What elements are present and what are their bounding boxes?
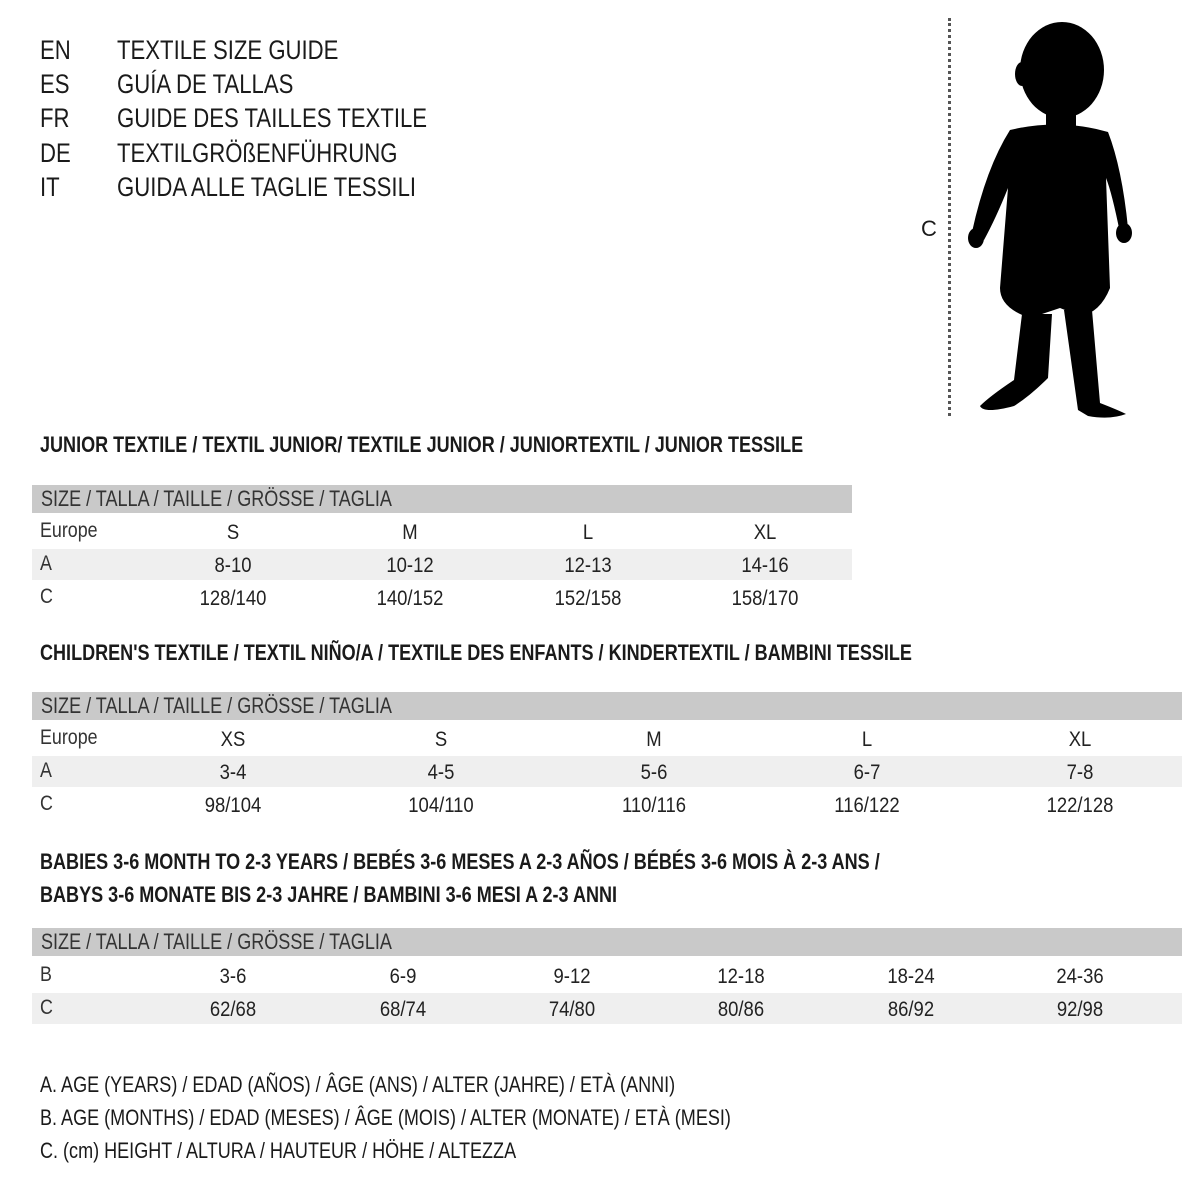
row-label: A [40,759,52,782]
table-cell: 128/140 [199,587,267,610]
row-label: Europe [40,519,98,542]
table-cell: M [402,521,418,544]
table-cell: 18-24 [887,965,935,988]
table-cell: 9-12 [553,965,591,988]
language-code: IT [40,172,60,202]
legend-note: A. AGE (YEARS) / EDAD (AÑOS) / ÂGE (ANS)… [40,1072,676,1097]
table-cell: 104/110 [408,794,474,817]
language-code: EN [40,35,71,65]
table-header-label: SIZE / TALLA / TAILLE / GRÖSSE / TAGLIA [41,929,392,954]
language-code: FR [40,103,70,133]
row-stripe [32,756,1182,787]
table-cell: 80/86 [717,998,765,1021]
table-cell: 10-12 [386,554,434,577]
row-label: A [40,552,52,575]
table-cell: 68/74 [379,998,427,1021]
row-stripe [32,993,1182,1024]
table-cell: 86/92 [887,998,935,1021]
language-code: ES [40,69,70,99]
table-cell: M [646,728,662,751]
table-cell: 12-18 [717,965,765,988]
title-text: GUIDA ALLE TAGLIE TESSILI [117,172,417,202]
table-header-bar: SIZE / TALLA / TAILLE / GRÖSSE / TAGLIA [32,692,1182,720]
table-cell: 92/98 [1056,998,1104,1021]
table-cell: 6-9 [389,965,417,988]
table-heading: BABIES 3-6 MONTH TO 2-3 YEARS / BEBÉS 3-… [40,849,880,874]
row-label: Europe [40,726,98,749]
table-heading: BABYS 3-6 MONATE BIS 2-3 JAHRE / BAMBINI… [40,882,618,907]
table-cell: 116/122 [834,794,900,817]
title-text: TEXTILE SIZE GUIDE [117,35,339,65]
title-text: GUIDE DES TAILLES TEXTILE [117,103,428,133]
table-cell: S [434,728,448,751]
height-measure-label: C [921,216,937,241]
table-cell: XL [1068,728,1092,751]
table-cell: 110/116 [621,794,687,817]
table-cell: 158/170 [731,587,799,610]
table-header-label: SIZE / TALLA / TAILLE / GRÖSSE / TAGLIA [41,693,392,718]
row-label: C [40,585,53,608]
table-heading: JUNIOR TEXTILE / TEXTIL JUNIOR/ TEXTILE … [40,432,804,457]
table-cell: 8-10 [214,554,252,577]
table-cell: 24-36 [1056,965,1104,988]
table-cell: 14-16 [741,554,789,577]
table-cell: 7-8 [1066,761,1094,784]
row-label: C [40,996,53,1019]
table-header-label: SIZE / TALLA / TAILLE / GRÖSSE / TAGLIA [41,486,392,511]
table-header-bar: SIZE / TALLA / TAILLE / GRÖSSE / TAGLIA [32,928,1182,956]
legend-note: C. (cm) HEIGHT / ALTURA / HAUTEUR / HÖHE… [40,1138,517,1163]
table-header-bar: SIZE / TALLA / TAILLE / GRÖSSE / TAGLIA [32,485,852,513]
table-cell: 3-6 [219,965,247,988]
row-stripe [32,549,852,580]
table-cell: 6-7 [853,761,881,784]
table-cell: 62/68 [209,998,257,1021]
row-label: C [40,792,53,815]
language-code: DE [40,138,71,168]
table-cell: 3-4 [219,761,247,784]
row-label: B [40,963,52,986]
legend-note: B. AGE (MONTHS) / EDAD (MESES) / ÂGE (MO… [40,1105,731,1130]
height-measure-line [948,18,951,416]
table-cell: 12-13 [564,554,612,577]
table-cell: S [226,521,240,544]
table-cell: 74/80 [548,998,596,1021]
table-cell: 98/104 [204,794,262,817]
table-cell: 4-5 [427,761,455,784]
table-cell: 152/158 [554,587,622,610]
title-text: GUÍA DE TALLAS [117,69,294,99]
table-cell: 122/128 [1046,794,1114,817]
table-cell: XL [753,521,777,544]
table-heading: CHILDREN'S TEXTILE / TEXTIL NIÑO/A / TEX… [40,640,912,665]
table-cell: L [582,521,594,544]
table-cell: L [861,728,873,751]
table-cell: 140/152 [376,587,444,610]
title-text: TEXTILGRÖßENFÜHRUNG [117,138,398,168]
child-silhouette-icon [968,22,1132,418]
table-cell: 5-6 [640,761,668,784]
table-cell: XS [220,728,246,751]
